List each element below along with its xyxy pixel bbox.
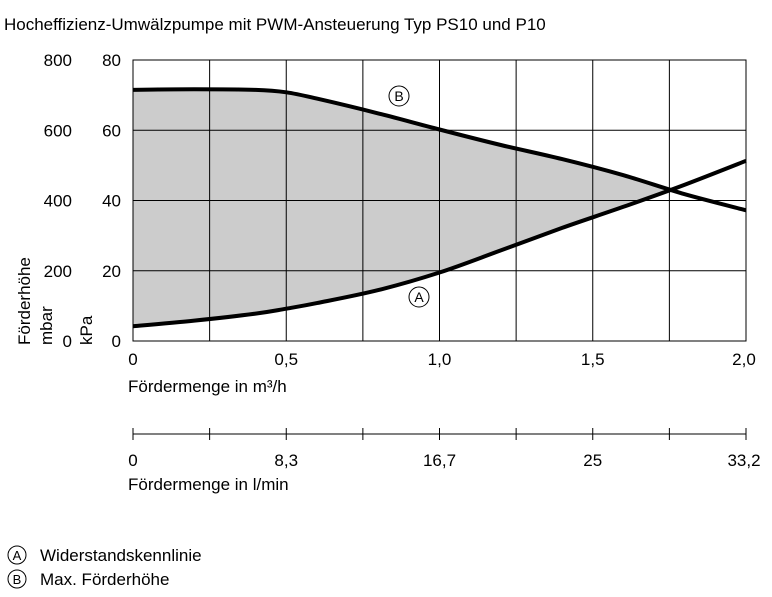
- x2-tick-label: 33,2: [727, 451, 760, 470]
- curve-marker-label-a: A: [414, 289, 424, 305]
- y-tick-label-mbar: 400: [44, 192, 72, 211]
- x-tick-label: 1,0: [428, 350, 452, 369]
- legend-text-a: Widerstandskennlinie: [40, 546, 202, 565]
- x-tick-label: 2,0: [732, 350, 756, 369]
- chart-title: Hocheffizienz-Umwälzpumpe mit PWM-Ansteu…: [4, 15, 546, 34]
- curve-system-resistance: [132, 158, 747, 329]
- legend-marker-label-a: A: [13, 548, 22, 563]
- y-tick-label-mbar: 200: [44, 262, 72, 281]
- curve-marker-label-b: B: [394, 88, 403, 104]
- y-axis-unit-kpa: kPa: [77, 315, 96, 345]
- legend-marker-circle-a: [7, 545, 27, 565]
- operating-range-area: [133, 89, 671, 327]
- y-tick-label-kpa: 40: [102, 192, 121, 211]
- plot-frame: [132, 59, 747, 342]
- x-tick-label: 0: [128, 350, 137, 369]
- y-tick-label-kpa: 20: [102, 262, 121, 281]
- x2-tick-label: 16,7: [423, 451, 456, 470]
- x-axis-ticks: 0 0,5 1,0 1,5 2,0: [128, 350, 756, 369]
- x-axis-label: Fördermenge in m³/h: [128, 377, 287, 396]
- legend: A Widerstandskennlinie B Max. Förderhöhe: [7, 545, 202, 589]
- curve-markers: AB: [388, 85, 430, 308]
- legend-text-b: Max. Förderhöhe: [40, 570, 169, 589]
- y-axis-ticks: 0 0 200 20 400 40 600 60 800 80: [44, 51, 121, 351]
- y-axis-label: Förderhöhe: [15, 257, 34, 345]
- curve-marker-circle-a: [408, 286, 430, 308]
- x2-tick-label: 25: [583, 451, 602, 470]
- x-axis-label-2: Fördermenge in l/min: [128, 475, 289, 494]
- x-tick-label: 1,5: [581, 350, 605, 369]
- x-tick-label: 0,5: [274, 350, 298, 369]
- secondary-x-axis: 0 8,3 16,7 25 33,2: [128, 428, 761, 470]
- plot-area: [132, 59, 747, 342]
- y-axis-unit-mbar: mbar: [37, 306, 56, 345]
- y-tick-label-kpa: 60: [102, 121, 121, 140]
- x2-tick-label: 0: [128, 451, 137, 470]
- y-tick-label-mbar: 800: [44, 51, 72, 70]
- y-tick-label-kpa: 80: [102, 51, 121, 70]
- y-tick-label-kpa: 0: [112, 332, 121, 351]
- legend-marker-label-b: B: [13, 572, 22, 587]
- curve-marker-circle-b: [388, 85, 410, 107]
- y-tick-label-mbar: 600: [44, 121, 72, 140]
- curve-max-head: [132, 87, 747, 213]
- x2-tick-label: 8,3: [274, 451, 298, 470]
- y-tick-label-mbar: 0: [63, 332, 72, 351]
- legend-marker-circle-b: [7, 569, 27, 589]
